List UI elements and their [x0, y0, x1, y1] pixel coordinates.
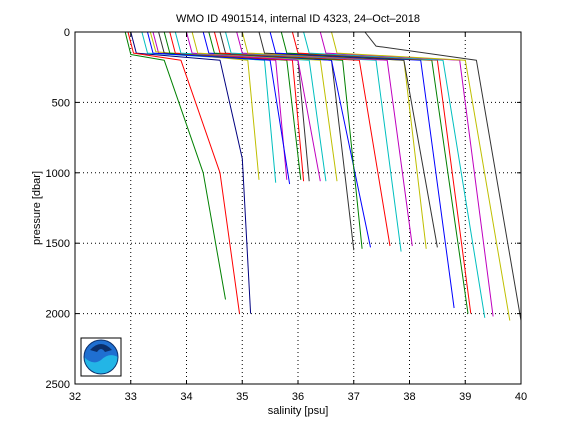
- profile-line-8: [147, 31, 291, 185]
- y-tick-label: 1500: [46, 238, 70, 250]
- y-tick-label: 2000: [46, 309, 70, 321]
- y-tick-label: 0: [64, 27, 70, 39]
- x-tick-label: 33: [125, 391, 137, 403]
- profile-line-3: [127, 31, 240, 314]
- profile-line-19: [236, 31, 413, 247]
- noaa-logo: [80, 337, 122, 377]
- profile-line-2: [124, 31, 226, 300]
- profile-line-21: [258, 31, 438, 248]
- x-tick-label: 36: [292, 391, 304, 403]
- x-tick-labels: 32 33 34 35 36 37 38 39 40: [69, 391, 527, 403]
- profile-line-28: [364, 31, 522, 321]
- x-tick-label: 39: [459, 391, 471, 403]
- x-tick-label: 38: [403, 391, 415, 403]
- grid: [75, 32, 521, 384]
- x-tick-label: 40: [515, 391, 527, 403]
- x-tick-label: 35: [236, 391, 248, 403]
- profile-line-25: [303, 31, 486, 318]
- logo-ring: [83, 339, 119, 375]
- x-tick-label: 37: [348, 391, 360, 403]
- y-tick-label: 1000: [46, 168, 70, 180]
- profile-line-12: [186, 31, 321, 182]
- profile-line-18: [225, 31, 402, 252]
- profile-line-10: [169, 31, 305, 182]
- profile-line-17: [213, 31, 391, 247]
- profile-line-27: [331, 31, 511, 321]
- profile-line-22: [269, 31, 455, 309]
- chart-title: WMO ID 4901514, internal ID 4323, 24–Oct…: [176, 13, 420, 25]
- profile-line-16: [208, 31, 363, 249]
- y-tick-label: 500: [52, 97, 70, 109]
- profile-line-1: [130, 31, 252, 314]
- logo-bird: [90, 344, 112, 352]
- logo-wave: [84, 355, 118, 374]
- ticks: [74, 31, 522, 385]
- y-axis-label: pressure [dbar]: [31, 171, 43, 245]
- x-tick-label: 32: [69, 391, 81, 403]
- x-axis-label: salinity [psu]: [268, 405, 329, 417]
- y-tick-labels: 0 500 1000 1500 2000 2500: [46, 27, 70, 391]
- series-layer: [124, 31, 522, 321]
- y-tick-label: 2500: [46, 379, 70, 391]
- profile-line-13: [191, 31, 338, 182]
- x-tick-label: 34: [180, 391, 192, 403]
